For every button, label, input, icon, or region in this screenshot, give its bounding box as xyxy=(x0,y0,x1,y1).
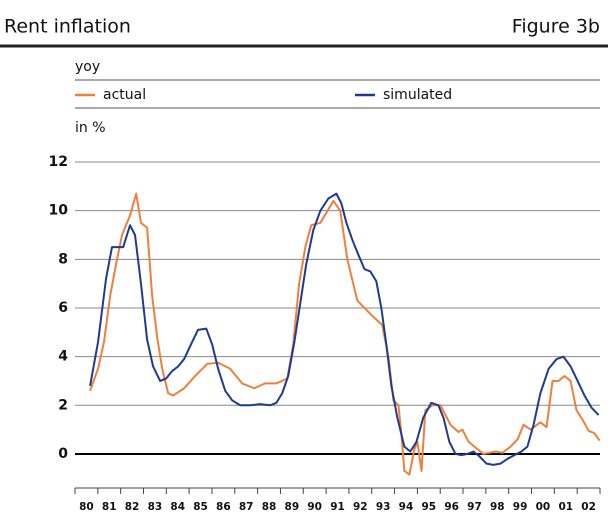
x-tick-label: 02 xyxy=(581,501,596,513)
x-tick-label: 90 xyxy=(307,501,322,513)
x-tick-label: 82 xyxy=(125,501,140,513)
subtitle: yoy xyxy=(75,59,100,75)
x-tick-label: 85 xyxy=(193,501,208,513)
y-tick-label: 2 xyxy=(58,397,68,413)
y-tick-label: 6 xyxy=(58,300,68,316)
x-tick-label: 01 xyxy=(558,501,573,513)
x-tick-label: 87 xyxy=(239,501,254,513)
x-tick-label: 92 xyxy=(353,501,368,513)
x-tick-label: 99 xyxy=(513,501,528,513)
series-line xyxy=(89,192,601,476)
x-tick-label: 93 xyxy=(376,501,391,513)
y-tick-label: 10 xyxy=(49,203,69,219)
x-tick-label: 80 xyxy=(79,501,94,513)
y-tick-label: 4 xyxy=(58,349,68,365)
legend-label: simulated xyxy=(383,87,452,103)
x-tick-label: 84 xyxy=(170,501,185,513)
x-tick-label: 86 xyxy=(216,501,231,513)
legend-label: actual xyxy=(103,87,146,103)
x-tick-label: 91 xyxy=(330,501,345,513)
y-tick-label: 12 xyxy=(49,154,68,170)
x-tick-label: 89 xyxy=(285,501,300,513)
y-tick-label: 0 xyxy=(58,446,68,462)
figure-label: Figure 3b xyxy=(512,16,600,38)
x-tick-label: 94 xyxy=(399,501,414,513)
series-line xyxy=(89,192,600,466)
y-tick-label: 8 xyxy=(58,251,68,267)
x-tick-label: 81 xyxy=(102,501,117,513)
x-tick-label: 96 xyxy=(444,501,459,513)
x-tick-label: 00 xyxy=(536,501,551,513)
x-tick-label: 83 xyxy=(148,501,163,513)
x-tick-label: 98 xyxy=(490,501,505,513)
x-tick-label: 95 xyxy=(421,501,436,513)
x-tick-label: 97 xyxy=(467,501,482,513)
y-axis-label: in % xyxy=(75,120,106,136)
x-tick-label: 88 xyxy=(262,501,277,513)
chart-title: Rent inflation xyxy=(4,16,131,38)
